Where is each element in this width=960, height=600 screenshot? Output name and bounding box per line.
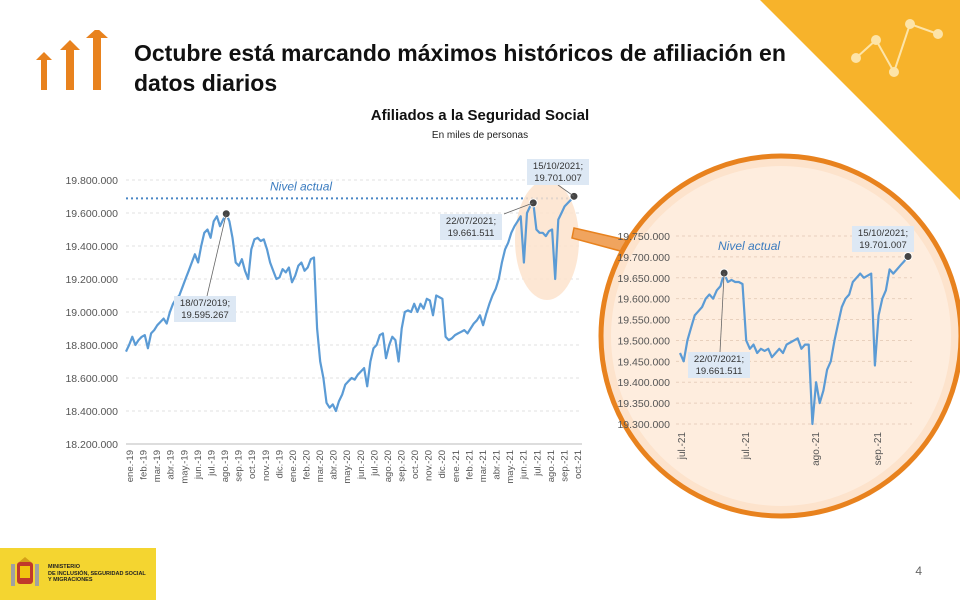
y-tick-label: 19.400.000 xyxy=(617,377,670,389)
y-tick-label: 18.800.000 xyxy=(65,340,118,352)
x-tick-label: feb.-20 xyxy=(301,450,312,480)
y-tick-label: 19.600.000 xyxy=(65,208,118,220)
zoom-chart: 19.750.000 19.700.000 19.650.000 19.600.000… xyxy=(598,153,960,519)
slide-title: Octubre está marcando máximos históricos… xyxy=(134,40,786,96)
reference-label: Nivel actual xyxy=(270,179,332,193)
x-tick-label: abr.-19 xyxy=(166,450,177,480)
main-chart: 19.800.000 19.600.000 19.400.000 19.200.000… xyxy=(65,159,627,484)
chart-subtitle: En miles de personas xyxy=(431,130,529,141)
callout-value-label: 19.661.511 xyxy=(696,366,743,377)
series-line xyxy=(678,255,909,426)
callout-date-label: 22/07/2021; xyxy=(694,354,744,365)
callout-value-label: 19.701.007 xyxy=(534,173,582,184)
x-tick-label: oct.-19 xyxy=(247,450,258,479)
x-tick-label: jul.-20 xyxy=(369,450,380,477)
leader-line xyxy=(206,213,227,297)
y-tick-label: 19.000.000 xyxy=(65,307,118,319)
x-tick-label: jul.-21 xyxy=(532,450,543,477)
x-tick-label: ago.-21 xyxy=(811,432,822,466)
page-number: 4 xyxy=(915,564,922,578)
leader-line xyxy=(557,184,575,197)
x-tick-label: mar.-20 xyxy=(315,450,326,482)
x-tick-label: abr.-21 xyxy=(492,450,503,480)
callout-date-label: 15/10/2021; xyxy=(858,228,908,239)
x-tick-label: dic.-19 xyxy=(274,450,285,479)
x-tick-label: may.-19 xyxy=(179,450,190,484)
x-tick-label: nov.-20 xyxy=(424,450,435,481)
x-tick-label: dic.-20 xyxy=(437,450,448,479)
y-tick-label: 19.400.000 xyxy=(65,241,118,253)
y-tick-label: 19.750.000 xyxy=(617,231,670,243)
x-tick-label: ene.-20 xyxy=(288,450,299,482)
x-tick-label: oct.-21 xyxy=(573,450,584,479)
callout-date-label: 18/07/2019; xyxy=(180,298,230,309)
x-tick-label: jun.-21 xyxy=(519,450,530,480)
callout-date-label: 22/07/2021; xyxy=(446,216,496,227)
x-tick-label: may.-21 xyxy=(505,450,516,484)
chart-title: Afiliados a la Seguridad Social xyxy=(370,107,590,124)
x-tick-label: abr.-20 xyxy=(329,450,340,480)
x-tick-label: jun.-19 xyxy=(193,450,204,480)
x-tick-label: sep.-21 xyxy=(873,432,884,466)
callout-box xyxy=(527,159,589,185)
ministry-name: MINISTERIO DE INCLUSIÓN, SEGURIDAD SOCIA… xyxy=(48,564,146,583)
leader-line xyxy=(719,272,725,353)
zoom-callout-oct21: 15/10/2021;19.701.007 xyxy=(852,226,914,252)
y-tick-label: 18.400.000 xyxy=(65,406,118,418)
coat-of-arms-icon xyxy=(11,557,39,586)
x-tick-label: sep.-19 xyxy=(234,450,245,482)
callout-oct21: 15/10/2021;19.701.007 xyxy=(527,159,589,185)
leader-line xyxy=(503,202,534,215)
x-tick-label: ago.-21 xyxy=(546,450,557,482)
zoom-callout-jul21: 22/07/2021;19.661.511 xyxy=(688,352,750,378)
x-tick-label: ene.-19 xyxy=(125,450,136,482)
x-tick-label: feb.-19 xyxy=(139,450,150,480)
callout-value-label: 19.661.511 xyxy=(448,228,495,239)
x-tick-label: jul.-21 xyxy=(677,432,688,461)
point-oct21 xyxy=(903,251,913,261)
y-tick-label: 19.550.000 xyxy=(617,315,670,327)
callout-jul21: 22/07/2021;19.661.511 xyxy=(440,214,502,240)
series-line xyxy=(125,195,575,413)
x-tick-label: sep.-20 xyxy=(397,450,408,482)
y-tick-label: 19.700.000 xyxy=(617,252,670,264)
x-tick-label: oct.-20 xyxy=(410,450,421,479)
y-tick-label: 19.200.000 xyxy=(65,274,118,286)
x-tick-label: nov.-19 xyxy=(261,450,272,481)
callout-value-label: 19.595.267 xyxy=(181,310,229,321)
reference-label: Nivel actual xyxy=(718,239,780,253)
y-tick-label: 18.200.000 xyxy=(65,439,118,451)
y-tick-label: 19.800.000 xyxy=(65,175,118,187)
callout-2019: 18/07/2019;19.595.267 xyxy=(174,296,236,322)
x-tick-label: feb.-21 xyxy=(464,450,475,480)
callout-date-label: 15/10/2021; xyxy=(533,161,583,172)
x-tick-label: jun.-20 xyxy=(356,450,367,480)
y-tick-label: 19.350.000 xyxy=(617,398,670,410)
callout-box xyxy=(440,214,502,240)
x-tick-label: jul.-19 xyxy=(206,450,217,477)
callout-value-label: 19.701.007 xyxy=(859,240,907,251)
x-tick-label: sep.-21 xyxy=(559,450,570,482)
y-tick-label: 18.600.000 xyxy=(65,373,118,385)
x-tick-label: mar.-21 xyxy=(478,450,489,482)
corner-decoration xyxy=(760,0,960,200)
ministry-logo: MINISTERIO DE INCLUSIÓN, SEGURIDAD SOCIA… xyxy=(0,548,156,600)
x-tick-label: mar.-19 xyxy=(152,450,163,482)
y-tick-label: 19.600.000 xyxy=(617,294,670,306)
x-tick-label: jul.-21 xyxy=(741,432,752,461)
callout-box xyxy=(688,352,750,378)
y-tick-label: 19.650.000 xyxy=(617,273,670,285)
x-tick-label: may.-20 xyxy=(342,450,353,484)
callout-box xyxy=(174,296,236,322)
callout-box xyxy=(852,226,914,252)
growth-arrows-icon xyxy=(36,30,108,90)
x-tick-label: ago.-19 xyxy=(220,450,231,482)
y-tick-label: 19.500.000 xyxy=(617,335,670,347)
x-tick-label: ago.-20 xyxy=(383,450,394,482)
y-tick-label: 19.450.000 xyxy=(617,356,670,368)
y-tick-label: 19.300.000 xyxy=(617,419,670,431)
x-tick-label: ene.-21 xyxy=(451,450,462,482)
